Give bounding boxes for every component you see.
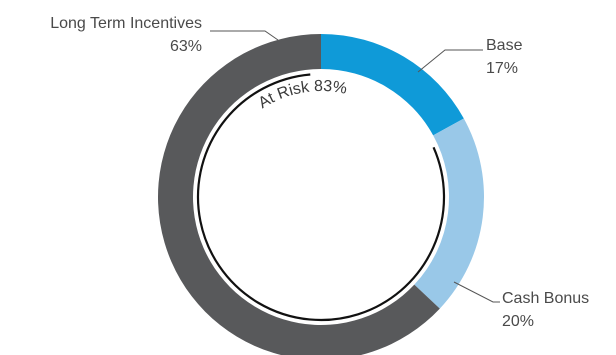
donut-slice-long-term-incentives: [158, 34, 440, 355]
donut-slice-base: [321, 34, 464, 136]
label-base: Base: [486, 37, 523, 54]
value-base: 17%: [486, 60, 518, 77]
value-cash-bonus: 20%: [502, 313, 534, 330]
donut-slices: [158, 34, 484, 355]
at-risk-bracket: [196, 73, 446, 322]
label-cash-bonus: Cash Bonus: [502, 290, 589, 307]
donut-slice-cash-bonus: [414, 118, 484, 309]
leader-line-long-term-incentives: [210, 30, 279, 41]
at-risk-label: At Risk 83%: [256, 78, 349, 112]
value-long-term-incentives: 63%: [170, 38, 202, 55]
leader-line-base: [417, 49, 483, 73]
label-long-term-incentives: Long Term Incentives: [50, 15, 202, 32]
leader-line-cash-bonus: [453, 281, 500, 303]
